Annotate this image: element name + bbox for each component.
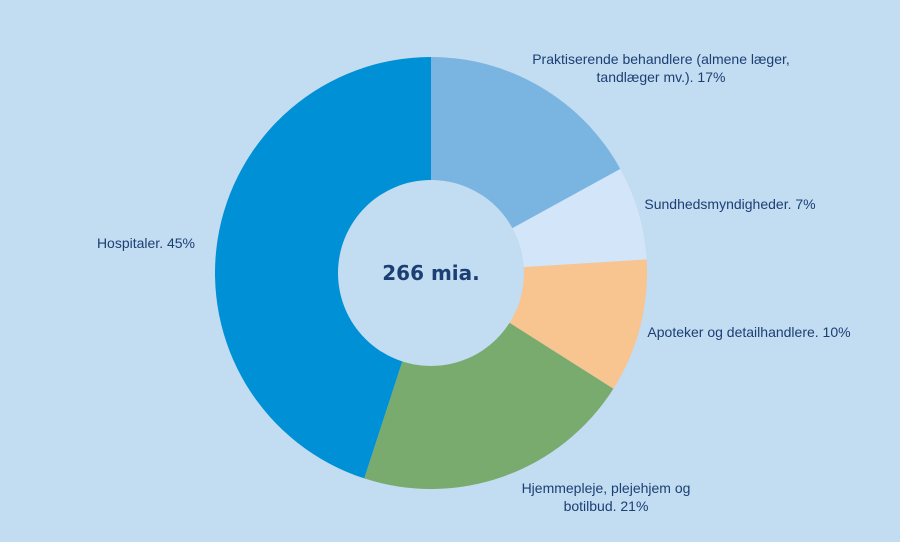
slice-label: Hospitaler. 45%: [97, 235, 195, 251]
slice-labels: Praktiserende behandlere (almene læger, t…: [97, 51, 851, 514]
donut-slice: [214, 57, 431, 479]
donut-hole: [338, 180, 524, 366]
center-total-label: 266 mia.: [382, 261, 480, 285]
slice-label: Praktiserende behandlere (almene læger, t…: [532, 51, 790, 85]
slice-label: Apoteker og detailhandlere. 10%: [647, 324, 850, 340]
slice-label: Hjemmepleje, plejehjem og botilbud. 21%: [522, 480, 691, 514]
slice-label: Sundhedsmyndigheder. 7%: [644, 196, 815, 212]
